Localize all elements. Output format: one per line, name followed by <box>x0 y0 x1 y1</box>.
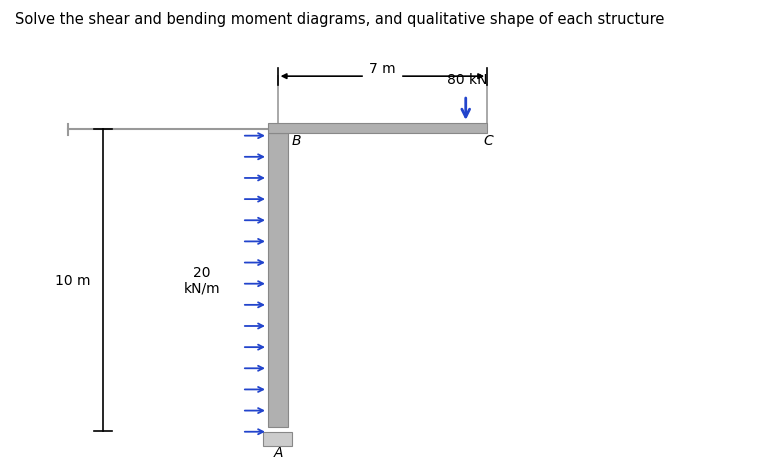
Text: 80 kN: 80 kN <box>447 73 488 87</box>
Text: C: C <box>483 134 493 149</box>
Bar <box>268 133 288 427</box>
Text: B: B <box>291 134 301 149</box>
Text: 10 m: 10 m <box>55 274 90 288</box>
Text: 7 m: 7 m <box>369 62 395 76</box>
Text: 20
kN/m: 20 kN/m <box>183 266 220 296</box>
Text: Solve the shear and bending moment diagrams, and qualitative shape of each struc: Solve the shear and bending moment diagr… <box>15 12 664 27</box>
Bar <box>263 432 292 446</box>
Text: A: A <box>274 446 283 460</box>
Bar <box>268 123 487 133</box>
